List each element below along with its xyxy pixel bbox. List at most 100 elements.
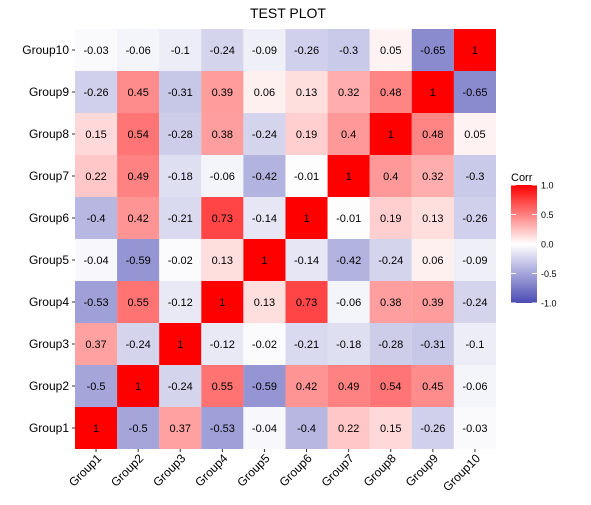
heatmap-cell (411, 197, 454, 239)
heatmap-cell (159, 323, 202, 365)
heatmap-cell (285, 29, 328, 71)
heatmap-cell (201, 407, 244, 449)
heatmap-cell (117, 71, 160, 113)
cell-value-label: 0.06 (254, 87, 275, 99)
cell-value-label: -0.24 (378, 255, 403, 267)
x-tick-label: Group2 (108, 451, 146, 489)
cell-value-label: -0.65 (420, 45, 445, 57)
y-tick-label: Group8 (29, 127, 69, 141)
heatmap-cell (285, 197, 328, 239)
heatmap-cell (327, 239, 370, 281)
heatmap-cell (369, 71, 412, 113)
heatmap-cell (243, 29, 286, 71)
heatmap-cell (75, 155, 118, 197)
cell-value-label: -0.28 (378, 339, 403, 351)
heatmap-cell (327, 365, 370, 407)
cell-value-label: 1 (303, 213, 309, 225)
cell-value-label: -0.24 (168, 381, 193, 393)
legend-tick-label: -0.5 (541, 269, 557, 279)
heatmap-cell (411, 155, 454, 197)
cell-value-label: -0.59 (126, 255, 151, 267)
cell-value-label: -0.26 (420, 423, 445, 435)
cell-value-label: 0.42 (296, 381, 317, 393)
legend-title: Corr (511, 172, 533, 184)
cell-value-label: -0.26 (84, 87, 109, 99)
x-tick-label: Group9 (403, 451, 441, 489)
heatmap-cell (369, 281, 412, 323)
y-tick-label: Group2 (29, 379, 69, 393)
cell-value-label: -0.21 (168, 213, 193, 225)
cell-value-label: 0.39 (212, 87, 233, 99)
heatmap-cell (201, 323, 244, 365)
heatmap-cell (201, 281, 244, 323)
heatmap-cell (75, 239, 118, 281)
heatmap-cell (159, 155, 202, 197)
heatmap-cell (243, 197, 286, 239)
heatmap-cell (453, 197, 496, 239)
cell-value-labels: 1 -0.5 0.37 -0.53 -0.04 -0.4 0.22 0.15 -0.26 -0.0… (84, 45, 488, 435)
y-tick-label: Group3 (29, 337, 69, 351)
heatmap-cell (243, 323, 286, 365)
y-tick-label: Group4 (29, 295, 69, 309)
heatmap-cell (453, 281, 496, 323)
cell-value-label: -0.06 (462, 381, 487, 393)
cell-value-label: -0.09 (462, 255, 487, 267)
cell-value-label: -0.09 (252, 45, 277, 57)
cell-value-label: -0.1 (465, 339, 484, 351)
cell-value-label: 0.55 (127, 297, 148, 309)
heatmap-cell (159, 239, 202, 281)
cell-value-label: -0.06 (336, 297, 361, 309)
cell-value-label: 0.13 (212, 255, 233, 267)
heatmap-cell (159, 113, 202, 155)
cell-value-label: -0.26 (462, 213, 487, 225)
cell-value-label: 0.39 (422, 297, 443, 309)
cell-value-label: -0.21 (294, 339, 319, 351)
cell-value-label: 0.15 (85, 129, 106, 141)
cell-value-label: -0.02 (252, 339, 277, 351)
cell-value-label: 1 (177, 339, 183, 351)
x-tick-label: Group10 (440, 451, 483, 494)
cell-value-label: -0.31 (420, 339, 445, 351)
cell-value-label: -0.31 (168, 87, 193, 99)
cell-value-label: 0.22 (85, 171, 106, 183)
heatmap-cell (201, 155, 244, 197)
cell-value-label: -0.42 (336, 255, 361, 267)
cell-value-label: -0.5 (129, 423, 148, 435)
cell-value-label: 1 (261, 255, 267, 267)
heatmap-cell (75, 407, 118, 449)
cell-value-label: -0.24 (462, 297, 487, 309)
cell-value-label: 0.73 (296, 297, 317, 309)
heatmap-cell (243, 113, 286, 155)
heatmap-cell (285, 323, 328, 365)
cell-value-label: -0.03 (462, 423, 487, 435)
cell-value-label: -0.53 (84, 297, 109, 309)
heatmap-cell (453, 29, 496, 71)
cell-value-label: -0.01 (336, 213, 361, 225)
y-tick-label: Group9 (29, 85, 69, 99)
chart-title: TEST PLOT (250, 5, 326, 21)
cell-value-label: -0.28 (168, 129, 193, 141)
cell-value-label: 0.37 (85, 339, 106, 351)
heatmap-cell (327, 407, 370, 449)
cell-value-label: -0.53 (210, 423, 235, 435)
heatmap-cell (327, 71, 370, 113)
heatmap-cell (243, 71, 286, 113)
heatmap-cell (243, 407, 286, 449)
heatmap-cell (75, 113, 118, 155)
heatmap-cell (285, 281, 328, 323)
cell-value-label: 0.05 (464, 129, 485, 141)
heatmap-cell (369, 197, 412, 239)
cell-value-label: 0.19 (380, 213, 401, 225)
x-tick-label: Group4 (192, 451, 230, 489)
cell-value-label: -0.3 (465, 171, 484, 183)
cell-value-label: 0.19 (296, 129, 317, 141)
cell-value-label: 1 (346, 171, 352, 183)
cell-value-label: 0.37 (170, 423, 191, 435)
heatmap-cell (201, 71, 244, 113)
cell-value-label: 0.4 (383, 171, 398, 183)
cell-value-label: 0.32 (338, 87, 359, 99)
cell-value-label: 0.05 (380, 45, 401, 57)
heatmap-cell (453, 407, 496, 449)
heatmap-cell (159, 71, 202, 113)
